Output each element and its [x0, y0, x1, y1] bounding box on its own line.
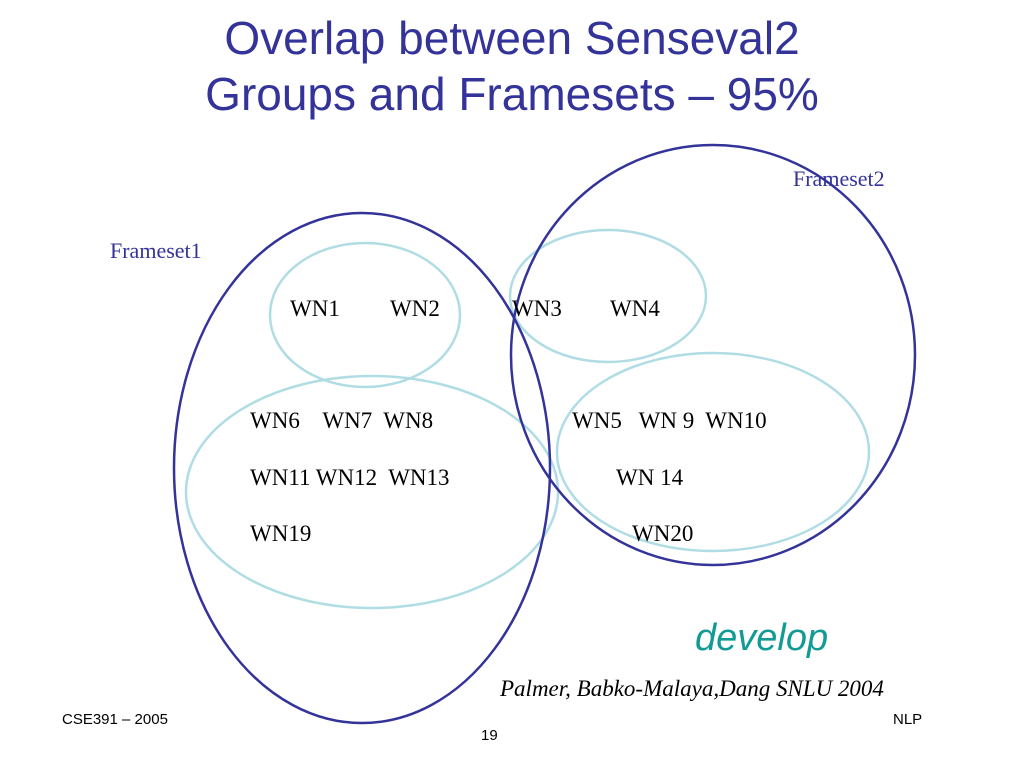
group-ellipse-bottom-right: [555, 351, 871, 553]
frameset1-ellipse: [172, 211, 552, 725]
group-bottom-right-row-1: WN5 WN 9 WN10: [572, 408, 767, 433]
group-bottom-right-row-2: WN 14: [616, 465, 684, 490]
group-ellipse-top-left: [268, 241, 462, 389]
group-bottom-left-row-1: WN6 WN7 WN8: [250, 408, 434, 433]
sense-wn4: WN4: [610, 296, 660, 321]
title-line-1: Overlap between Senseval2: [224, 12, 800, 64]
footer-course: CSE391 – 2005: [62, 711, 168, 728]
frameset1-label: Frameset1: [110, 238, 202, 263]
title-line-2: Groups and Framesets – 95%: [205, 68, 819, 120]
footer-page-number: 19: [481, 727, 498, 744]
frameset2-ellipse: [509, 143, 917, 567]
citation: Palmer, Babko-Malaya,Dang SNLU 2004: [500, 676, 884, 701]
group-bottom-left-row-2: WN11 WN12 WN13: [250, 465, 450, 490]
group-ellipse-bottom-left: [184, 374, 560, 610]
slide-title: Overlap between Senseval2 Groups and Fra…: [0, 10, 1024, 122]
frameset2-label: Frameset2: [793, 166, 885, 191]
verb-develop: develop: [695, 617, 829, 659]
group-bottom-left-row-3: WN19: [250, 521, 312, 546]
group-bottom-right-row-3: WN20: [632, 521, 694, 546]
sense-wn2: WN2: [390, 296, 440, 321]
group-ellipse-top-right: [508, 228, 708, 364]
sense-wn3: WN3: [512, 296, 562, 321]
sense-wn1: WN1: [290, 296, 340, 321]
footer-topic: NLP: [893, 711, 923, 728]
